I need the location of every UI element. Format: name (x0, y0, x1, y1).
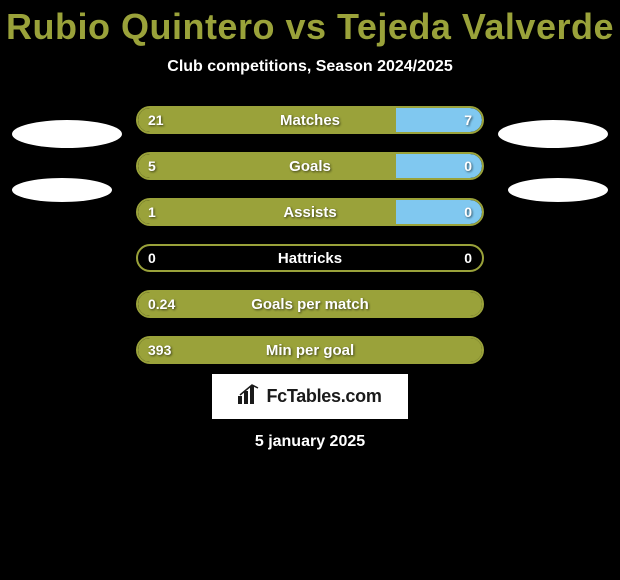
subtitle: Club competitions, Season 2024/2025 (167, 58, 452, 76)
stat-label: Goals per match (251, 296, 369, 313)
stat-label: Min per goal (266, 342, 354, 359)
page-title: Rubio Quintero vs Tejeda Valverde (6, 6, 614, 48)
stat-value-right: 0 (464, 250, 472, 266)
main-row: 21 7 Matches 5 0 Goals 1 0 Assists 0 0 Hattricks 0.2… (0, 106, 620, 364)
player-left-avatar-1 (12, 120, 122, 148)
stat-row: 393 Min per goal (136, 336, 484, 364)
stat-row: 21 7 Matches (136, 106, 484, 134)
stat-row: 5 0 Goals (136, 152, 484, 180)
player-left-avatar-2 (12, 178, 112, 202)
left-avatars (6, 106, 122, 202)
stat-value-left: 393 (148, 342, 171, 358)
comparison-card: Rubio Quintero vs Tejeda Valverde Club c… (0, 0, 620, 451)
right-avatars (498, 106, 614, 202)
stat-value-left: 0.24 (148, 296, 175, 312)
stat-value-left: 5 (148, 158, 156, 174)
stat-label: Hattricks (278, 250, 342, 267)
player-right-avatar-2 (508, 178, 608, 202)
stat-bar-left (138, 200, 396, 224)
stat-value-right: 0 (464, 158, 472, 174)
stat-value-right: 7 (464, 112, 472, 128)
stat-label: Matches (280, 112, 340, 129)
stat-value-left: 1 (148, 204, 156, 220)
stat-bar-left (138, 154, 396, 178)
date-label: 5 january 2025 (255, 433, 365, 451)
brand-logo: FcTables.com (212, 374, 407, 419)
brand-text: FcTables.com (266, 386, 381, 407)
stat-label: Assists (283, 204, 336, 221)
stat-bar-left (138, 108, 396, 132)
stat-value-left: 21 (148, 112, 164, 128)
chart-icon (238, 384, 260, 409)
player-right-avatar-1 (498, 120, 608, 148)
stat-value-left: 0 (148, 250, 156, 266)
stat-row: 0.24 Goals per match (136, 290, 484, 318)
stat-row: 0 0 Hattricks (136, 244, 484, 272)
stat-value-right: 0 (464, 204, 472, 220)
stats-list: 21 7 Matches 5 0 Goals 1 0 Assists 0 0 Hattricks 0.2… (136, 106, 484, 364)
stat-row: 1 0 Assists (136, 198, 484, 226)
stat-label: Goals (289, 158, 331, 175)
